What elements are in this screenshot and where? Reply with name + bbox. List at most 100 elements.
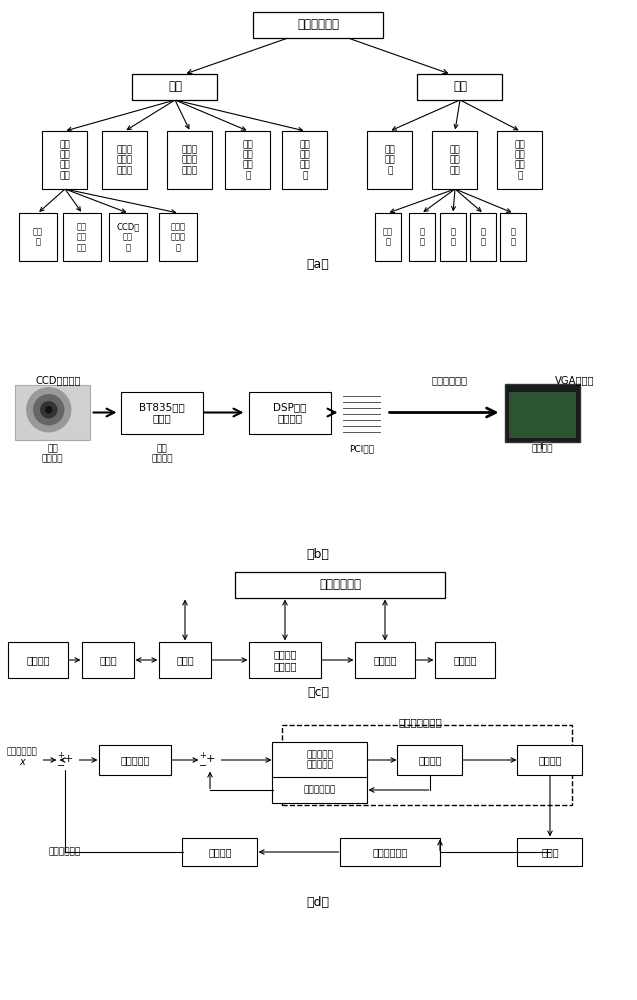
FancyBboxPatch shape (121, 391, 203, 434)
FancyBboxPatch shape (19, 213, 57, 261)
Text: 图像分割
特征提取: 图像分割 特征提取 (273, 649, 297, 671)
FancyBboxPatch shape (397, 745, 462, 775)
Text: 图像分析处理: 图像分析处理 (373, 847, 408, 857)
FancyBboxPatch shape (273, 742, 368, 778)
FancyBboxPatch shape (103, 131, 148, 189)
Text: −: − (199, 761, 207, 771)
Text: −: − (57, 761, 65, 771)
FancyBboxPatch shape (109, 213, 147, 261)
FancyBboxPatch shape (509, 392, 576, 438)
FancyBboxPatch shape (375, 213, 401, 261)
FancyBboxPatch shape (282, 131, 327, 189)
Text: （b）: （b） (306, 548, 329, 562)
FancyBboxPatch shape (505, 384, 580, 442)
FancyBboxPatch shape (159, 213, 197, 261)
Text: 人机交互界面: 人机交互界面 (319, 578, 361, 591)
Text: DSP图像
处理模块: DSP图像 处理模块 (273, 402, 306, 423)
FancyBboxPatch shape (15, 385, 90, 440)
Circle shape (34, 395, 64, 425)
FancyBboxPatch shape (168, 131, 213, 189)
Text: 结果输出: 结果输出 (454, 655, 476, 665)
Text: 人机交互界面: 人机交互界面 (432, 375, 468, 385)
Text: 输出图像: 输出图像 (532, 444, 554, 453)
Text: +: + (205, 754, 215, 764)
Text: 机器
人控
制软
件: 机器 人控 制软 件 (515, 140, 526, 180)
Text: 目标定位: 目标定位 (208, 847, 232, 857)
FancyBboxPatch shape (82, 642, 134, 678)
Text: BT835视频
解码器: BT835视频 解码器 (139, 402, 185, 423)
Text: 移动机器人
运动控制器: 移动机器人 运动控制器 (306, 750, 333, 770)
Circle shape (41, 402, 57, 418)
FancyBboxPatch shape (225, 131, 271, 189)
Circle shape (46, 407, 52, 413)
Text: 软件: 软件 (453, 81, 467, 94)
Circle shape (27, 388, 71, 432)
Text: PCI接口: PCI接口 (349, 444, 374, 453)
FancyBboxPatch shape (435, 642, 495, 678)
Text: 给定目标位置: 给定目标位置 (6, 748, 38, 756)
Circle shape (58, 750, 78, 770)
Text: 数字化: 数字化 (99, 655, 117, 665)
Text: 摄像
机: 摄像 机 (33, 227, 43, 247)
Text: +: + (63, 754, 73, 764)
Text: 视觉控制器: 视觉控制器 (120, 755, 150, 765)
Text: 图像输入: 图像输入 (26, 655, 50, 665)
FancyBboxPatch shape (99, 745, 171, 775)
FancyBboxPatch shape (249, 642, 321, 678)
FancyBboxPatch shape (43, 131, 87, 189)
FancyBboxPatch shape (517, 745, 582, 775)
Text: 机器人本体实现: 机器人本体实现 (398, 717, 442, 727)
Text: （c）: （c） (307, 686, 329, 700)
Text: 机器
人或
机械
手: 机器 人或 机械 手 (299, 140, 310, 180)
Circle shape (200, 750, 220, 770)
Text: 视频信
号数字
化设备: 视频信 号数字 化设备 (117, 145, 133, 175)
Text: +: + (57, 750, 64, 760)
Text: 识
别: 识 别 (480, 227, 485, 247)
FancyBboxPatch shape (368, 131, 413, 189)
FancyBboxPatch shape (249, 391, 331, 434)
Text: 执行机构: 执行机构 (419, 755, 441, 765)
FancyBboxPatch shape (433, 131, 478, 189)
Text: 分
割: 分 割 (420, 227, 424, 247)
FancyBboxPatch shape (440, 213, 466, 261)
Text: 景物
和距
离传
感器: 景物 和距 离传 感器 (60, 140, 70, 180)
FancyBboxPatch shape (253, 12, 383, 38)
Text: 移动视场: 移动视场 (538, 755, 562, 765)
FancyBboxPatch shape (159, 642, 211, 678)
Text: 输入
数字图像: 输入 数字图像 (151, 444, 173, 463)
FancyBboxPatch shape (235, 572, 445, 598)
FancyBboxPatch shape (182, 838, 257, 866)
Text: 预处
理: 预处 理 (383, 227, 393, 247)
Text: +: + (199, 750, 206, 760)
Text: 解
释: 解 释 (510, 227, 515, 247)
FancyBboxPatch shape (8, 642, 68, 678)
Text: 预处理: 预处理 (176, 655, 194, 665)
Text: CCD摄像头像: CCD摄像头像 (35, 375, 81, 385)
FancyBboxPatch shape (470, 213, 496, 261)
Text: 输入
模拟图像: 输入 模拟图像 (42, 444, 63, 463)
Text: VGA显示器: VGA显示器 (555, 375, 595, 385)
FancyBboxPatch shape (132, 74, 217, 100)
Text: 视觉
处理
算法: 视觉 处理 算法 (450, 145, 461, 175)
Text: CCD像
传感
器: CCD像 传感 器 (117, 222, 140, 252)
Text: 硬件: 硬件 (168, 81, 182, 94)
Text: x: x (19, 757, 25, 767)
Text: 超声
波传
感器: 超声 波传 感器 (77, 222, 87, 252)
Text: 结构光
激光雷
达: 结构光 激光雷 达 (171, 222, 185, 252)
Text: 实际目标位置: 实际目标位置 (49, 848, 81, 856)
FancyBboxPatch shape (417, 74, 503, 100)
FancyBboxPatch shape (340, 838, 440, 866)
Text: 运动传感器器: 运动传感器器 (304, 786, 336, 794)
Text: 计算
机及
其外
设: 计算 机及 其外 设 (243, 140, 254, 180)
FancyBboxPatch shape (409, 213, 435, 261)
FancyBboxPatch shape (497, 131, 543, 189)
FancyBboxPatch shape (517, 838, 582, 866)
Text: 图像识别: 图像识别 (373, 655, 397, 665)
Text: 视频信
号快速
处理器: 视频信 号快速 处理器 (182, 145, 198, 175)
Text: （a）: （a） (306, 258, 329, 271)
FancyBboxPatch shape (63, 213, 101, 261)
Text: 摄像头: 摄像头 (541, 847, 559, 857)
Text: 机器视觉系统: 机器视觉系统 (297, 18, 339, 31)
Text: （d）: （d） (306, 896, 329, 908)
FancyBboxPatch shape (273, 777, 368, 803)
